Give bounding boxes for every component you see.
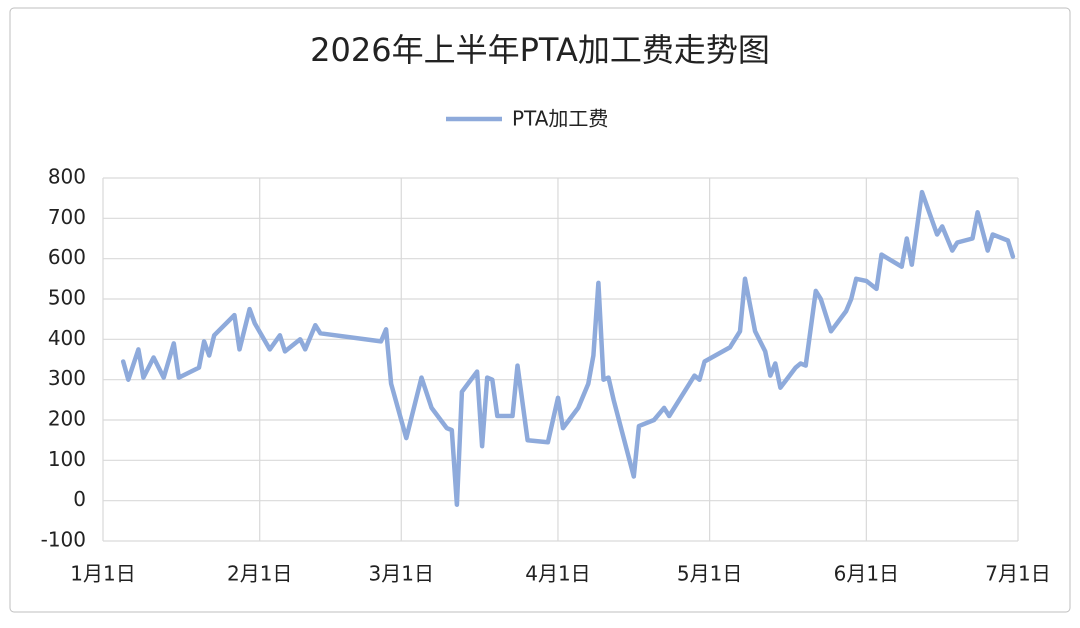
x-tick-label: 1月1日 [70,562,135,586]
x-tick-label: 4月1日 [525,562,590,586]
y-tick-label: 800 [48,165,86,189]
data-line [120,189,1016,507]
y-tick-label: 600 [48,245,86,269]
y-tick-label: 700 [48,205,86,229]
x-tick-label: 7月1日 [985,562,1050,586]
x-tick-label: 3月1日 [369,562,434,586]
y-tick-label: -100 [41,528,86,552]
x-tick-label: 5月1日 [677,562,742,586]
legend-label: PTA加工费 [512,107,608,131]
chart-frame [9,7,1071,613]
x-tick-label: 2月1日 [227,562,292,586]
y-tick-label: 0 [73,487,86,511]
y-tick-label: 400 [48,326,86,350]
chart-title: 2026年上半年PTA加工费走势图 [310,31,770,69]
y-tick-label: 500 [48,286,86,310]
y-tick-label: 300 [48,366,86,390]
y-tick-label: 200 [48,407,86,431]
y-tick-label: 100 [48,447,86,471]
x-tick-label: 6月1日 [834,562,899,586]
